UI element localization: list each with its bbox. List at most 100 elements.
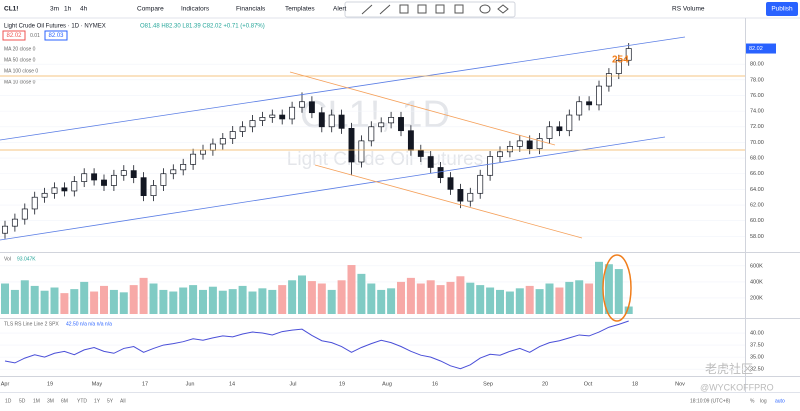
interval[interactable]: 1h xyxy=(64,6,72,13)
toolbar-button[interactable]: Alert xyxy=(333,6,347,13)
range-button[interactable]: 5Y xyxy=(107,398,114,404)
x-tick-label: 14 xyxy=(229,381,235,387)
interval[interactable]: 3m xyxy=(50,6,59,13)
candle-body xyxy=(378,122,385,128)
study-legend[interactable]: MA 20 close 0 xyxy=(4,46,36,52)
volume-bar xyxy=(575,280,584,314)
range-button[interactable]: 1Y xyxy=(94,398,101,404)
y-tick-label: 76.00 xyxy=(750,93,764,99)
study-legend[interactable]: MA 100 close 0 xyxy=(4,68,38,74)
log-toggle[interactable]: log xyxy=(760,398,767,404)
candle-body xyxy=(348,127,355,163)
volume-bar xyxy=(456,276,465,314)
y-tick-label: 74.00 xyxy=(750,109,764,115)
volume-bar xyxy=(228,289,237,314)
x-tick-label: Aug xyxy=(382,381,392,387)
auto-toggle[interactable]: auto xyxy=(775,398,785,404)
x-tick-label: 18 xyxy=(632,381,638,387)
volume-bar xyxy=(317,283,326,314)
toolbar-button[interactable]: Templates xyxy=(285,6,315,13)
annotation: 254 xyxy=(612,55,629,66)
volume-bar xyxy=(30,285,39,314)
candle-body xyxy=(615,59,622,74)
x-tick-label: Oct xyxy=(584,381,593,387)
ask[interactable]: 82.03 xyxy=(48,33,64,39)
range-button[interactable]: 6M xyxy=(61,398,68,404)
percent-toggle[interactable]: % xyxy=(750,398,755,404)
volume-bar xyxy=(426,280,435,314)
range-button[interactable]: All xyxy=(120,398,126,404)
interval[interactable]: 4h xyxy=(80,6,88,13)
drawing-tools[interactable] xyxy=(361,4,509,15)
y-tick-label: 80.00 xyxy=(750,62,764,68)
candle-body xyxy=(407,130,414,151)
range-button[interactable]: 1M xyxy=(33,398,40,404)
symbol[interactable]: CL1! xyxy=(4,6,18,13)
volume-bar xyxy=(278,285,287,314)
volume-bar xyxy=(515,288,524,314)
candle-body xyxy=(368,126,375,142)
volume-bar xyxy=(614,269,623,314)
y-tick-label: 400K xyxy=(750,279,763,285)
candle-body xyxy=(279,114,286,120)
credit-handle: @WYCKOFFPRO xyxy=(700,382,774,392)
candle-body xyxy=(398,117,404,132)
study-legend[interactable]: MA 50 close 0 xyxy=(4,57,36,63)
watermark-name: Light Crude Oil Futures xyxy=(287,149,483,170)
candle-body xyxy=(269,114,276,118)
bid-box[interactable] xyxy=(2,30,26,41)
range-button[interactable]: 3M xyxy=(47,398,54,404)
range-button[interactable]: 5D xyxy=(19,398,26,404)
candle-body xyxy=(417,149,424,157)
study-legend[interactable]: MA 10 close 0 xyxy=(4,79,36,85)
volume-bar xyxy=(387,288,396,314)
candle-body xyxy=(209,143,216,151)
volume-bar xyxy=(258,288,267,314)
volume-bar xyxy=(80,281,89,314)
volume-bar xyxy=(159,289,168,314)
volume-bar xyxy=(525,285,534,314)
rs-volume[interactable]: RS Volume xyxy=(672,6,705,13)
volume-bar xyxy=(100,285,108,314)
ask-box[interactable] xyxy=(44,30,68,41)
credit-site: 老虎社区 xyxy=(705,361,753,376)
publish-label[interactable]: Publish xyxy=(771,6,793,13)
toolbar-button[interactable]: Indicators xyxy=(181,6,210,13)
volume-bar xyxy=(40,290,49,314)
volume-bar xyxy=(397,281,405,314)
volume-bar xyxy=(327,289,336,314)
candle-body xyxy=(437,167,444,179)
x-tick-label: Jul xyxy=(289,381,296,387)
volume-bar xyxy=(466,282,475,314)
candle-body xyxy=(299,101,305,108)
toolbar-button[interactable]: Financials xyxy=(236,6,266,13)
y-tick-label: 40.00 xyxy=(750,330,764,336)
volume-bar xyxy=(70,289,79,314)
range-button[interactable]: YTD xyxy=(77,398,87,404)
x-tick-label: Nov xyxy=(675,381,685,387)
drawings[interactable] xyxy=(0,36,745,322)
candle-body xyxy=(447,177,454,190)
bid[interactable]: 82.02 xyxy=(6,33,22,39)
y-tick-label: 600K xyxy=(750,263,763,269)
candle-body xyxy=(61,187,68,192)
candle-body xyxy=(358,140,365,163)
volume-bar xyxy=(169,291,178,314)
range-button[interactable]: 1D xyxy=(5,398,12,404)
volume-bar xyxy=(218,290,227,314)
candle-body xyxy=(219,138,226,145)
candle-body xyxy=(249,120,256,128)
candle-body xyxy=(239,126,246,132)
candle-body xyxy=(130,170,137,179)
candle-body xyxy=(596,85,602,106)
candle-body xyxy=(526,140,533,150)
candle-body xyxy=(477,174,484,194)
candle-body xyxy=(457,189,464,202)
volume-bar xyxy=(486,287,495,314)
x-tick-label: Sep xyxy=(483,381,493,387)
pane-value: 42.50 n/a n/a n/a n/a xyxy=(66,321,112,327)
toolbar-button[interactable]: Compare xyxy=(137,6,164,13)
publish-button[interactable] xyxy=(766,2,798,16)
candle-body xyxy=(586,101,593,106)
